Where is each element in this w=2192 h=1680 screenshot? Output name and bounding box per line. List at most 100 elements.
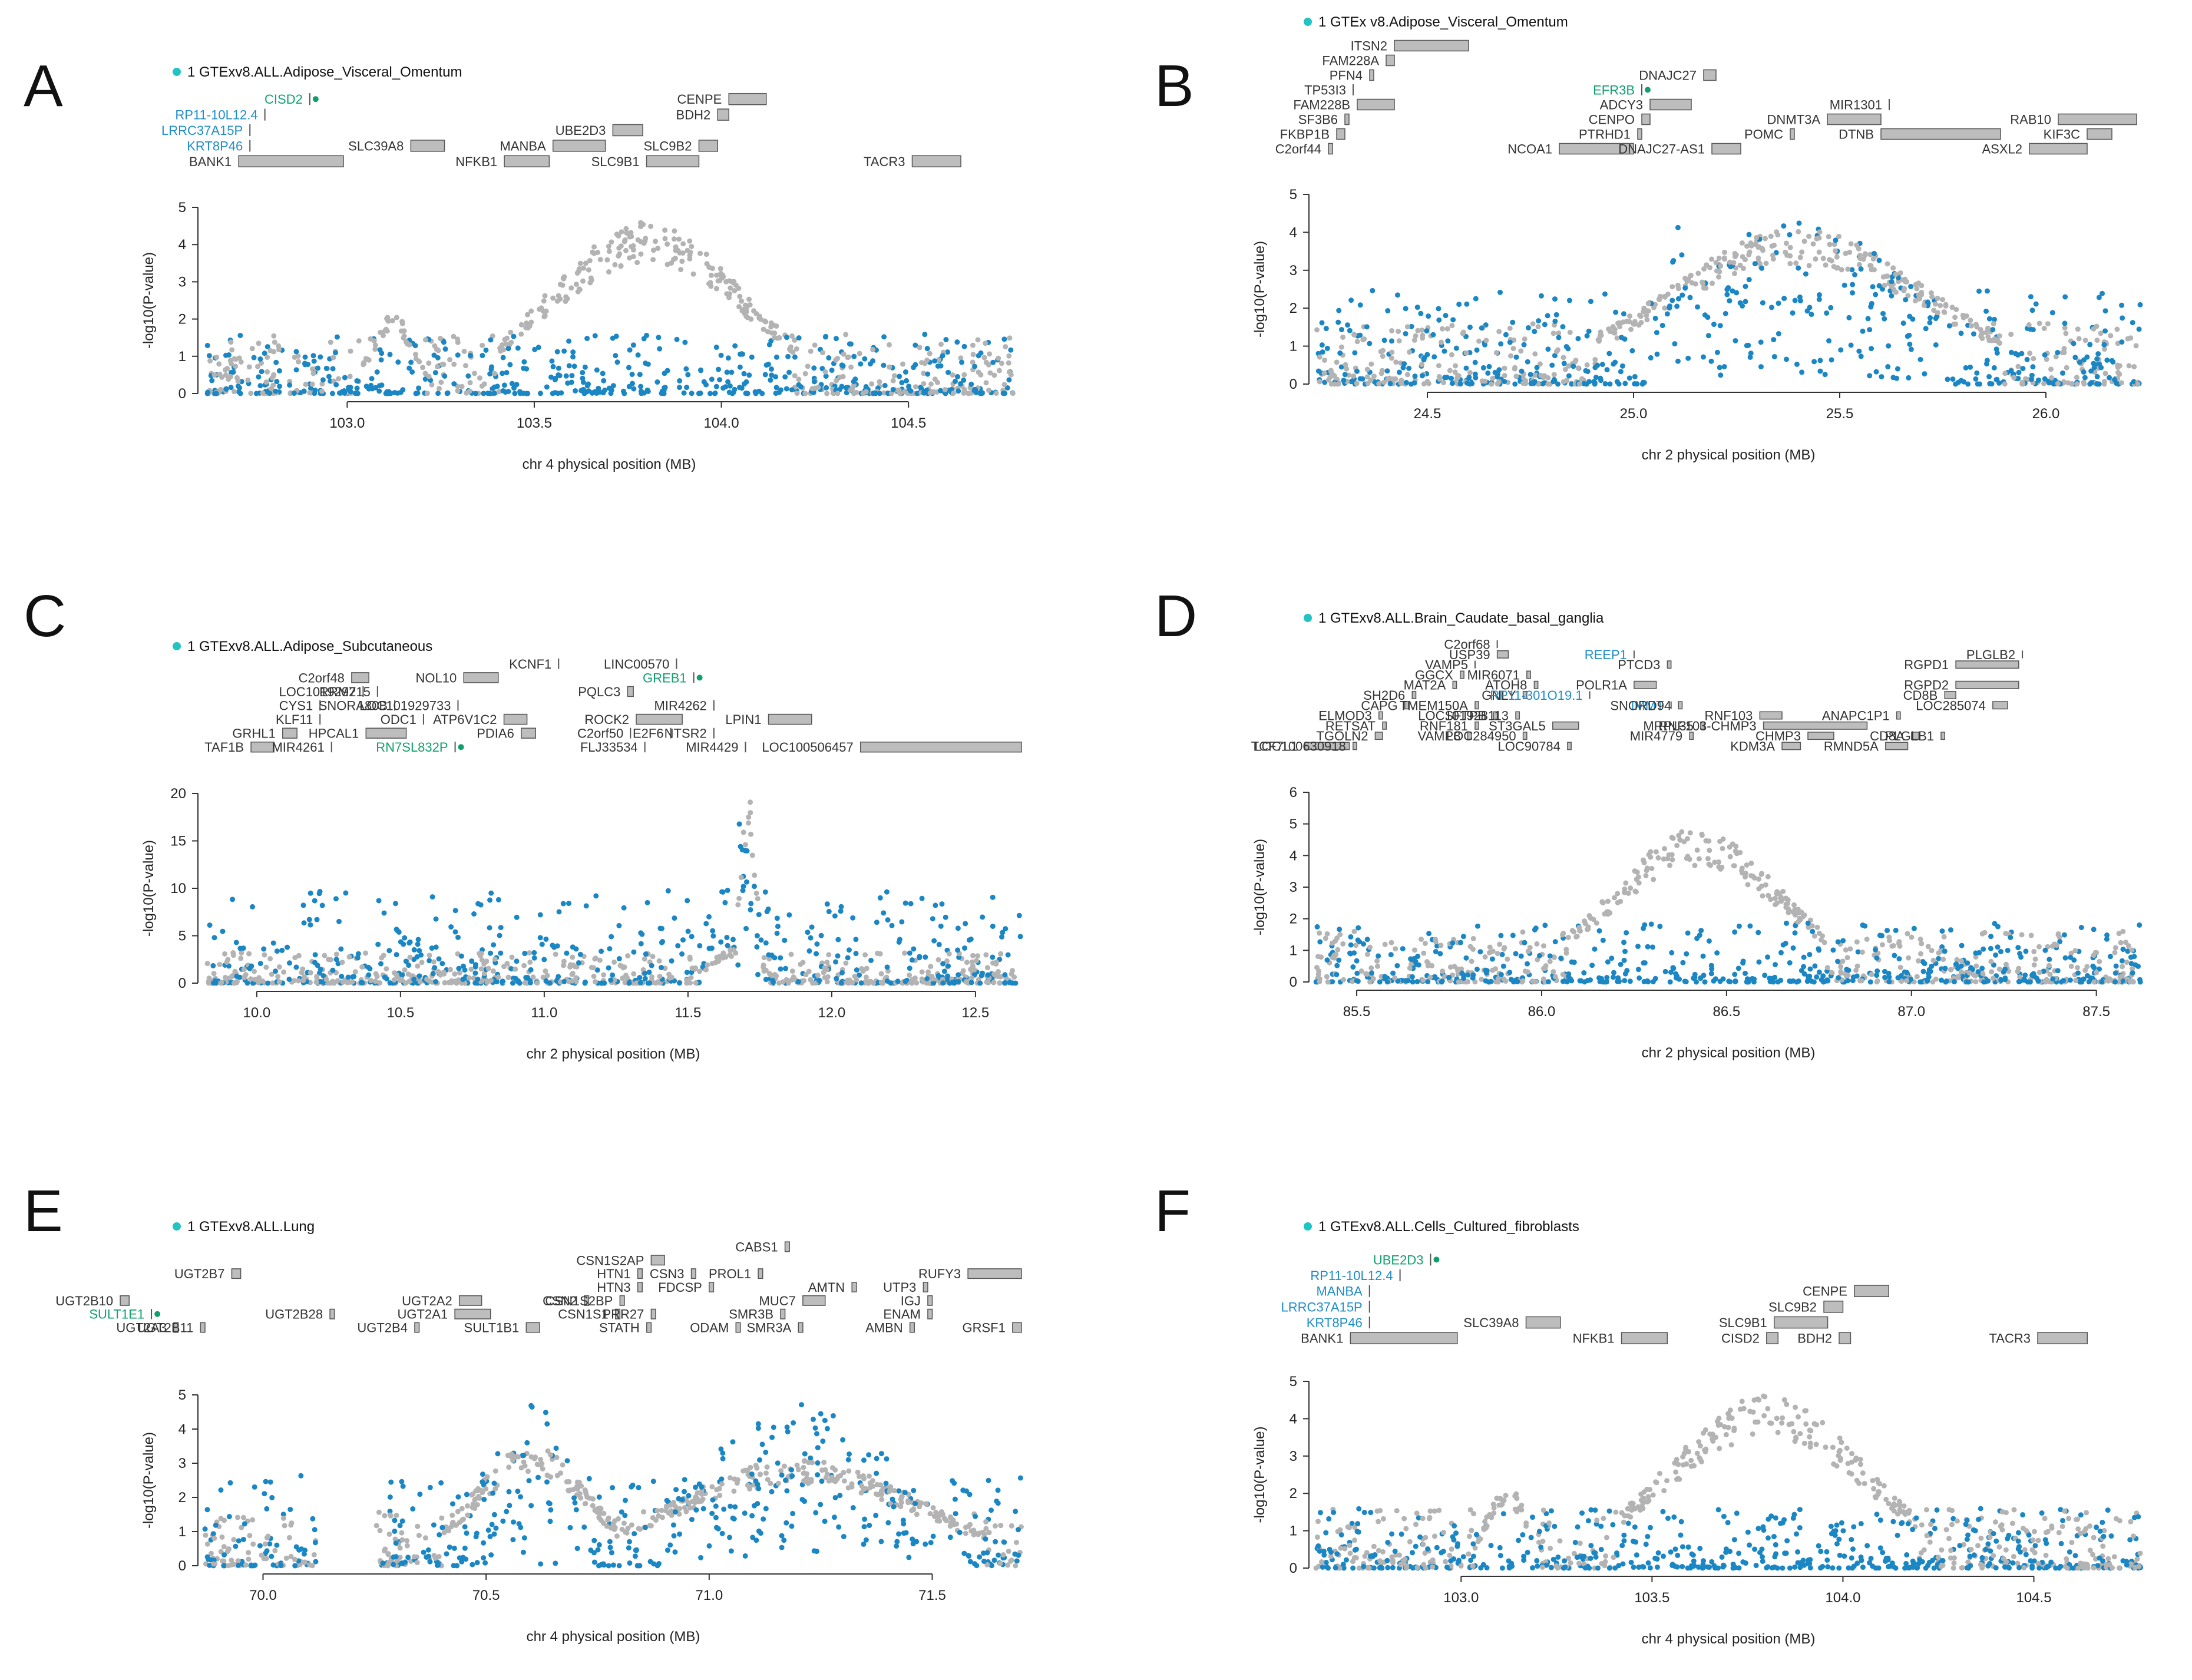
point-grey: [1598, 332, 1604, 338]
point-grey: [1503, 978, 1509, 984]
gene-nfkb1: NFKB1: [455, 154, 550, 169]
point-blue: [954, 374, 960, 380]
gene-label: SNORD94: [1610, 698, 1671, 713]
point-blue: [819, 1479, 825, 1484]
point-blue: [644, 387, 650, 393]
legend-dot: [1304, 18, 1312, 26]
point-blue: [613, 333, 619, 339]
point-grey: [1661, 856, 1667, 862]
point-blue: [1948, 927, 1953, 933]
point-blue: [1396, 369, 1402, 375]
point-grey: [267, 956, 273, 962]
point-blue: [1624, 930, 1629, 935]
point-grey: [422, 337, 428, 343]
point-grey: [680, 241, 686, 247]
point-blue: [1958, 330, 1964, 336]
point-blue: [756, 912, 762, 918]
gene-vamp5: VAMP5: [1425, 657, 1476, 672]
point-blue: [1903, 297, 1909, 303]
point-blue: [395, 390, 401, 396]
point-blue: [956, 388, 961, 394]
point-blue: [606, 965, 611, 971]
point-grey: [912, 384, 918, 390]
gene-mir4261: MIR4261: [272, 740, 332, 755]
point-grey: [617, 251, 623, 257]
point-blue: [1811, 359, 1817, 365]
point-blue: [1953, 961, 1959, 967]
point-blue: [2024, 356, 2030, 362]
y-axis-title: -log10(P-value): [141, 840, 157, 937]
point-blue: [1561, 361, 1567, 366]
gene-box: [1634, 680, 1657, 689]
point-grey: [821, 1460, 827, 1466]
point-grey: [241, 967, 247, 973]
gene-label: UBE2D3: [556, 123, 606, 138]
point-blue: [2078, 925, 2084, 931]
point-blue: [387, 352, 393, 358]
point-grey: [462, 363, 468, 369]
y-tick-label: 5: [178, 928, 186, 944]
point-blue: [1575, 336, 1581, 342]
point-blue: [338, 946, 344, 952]
point-blue: [1464, 380, 1470, 386]
point-grey: [523, 325, 529, 330]
point-grey: [420, 365, 426, 371]
gene-utp3: UTP3: [883, 1280, 928, 1295]
point-blue: [1709, 966, 1715, 972]
point-grey: [1935, 295, 1940, 301]
point-grey: [1505, 956, 1510, 962]
point-blue: [1701, 354, 1707, 360]
point-blue: [488, 337, 494, 343]
point-blue: [302, 354, 308, 360]
point-grey: [1469, 958, 1474, 964]
point-grey: [715, 958, 721, 964]
point-grey: [2053, 354, 2059, 360]
gene-box: [1467, 732, 1472, 740]
point-blue: [884, 889, 890, 895]
point-grey: [2020, 381, 2026, 387]
point-blue: [2028, 294, 2034, 300]
gene-mir4429: MIR4429: [686, 740, 746, 755]
y-tick-label: 4: [1290, 224, 1297, 240]
point-blue: [881, 334, 887, 340]
point-blue: [1927, 315, 1933, 321]
point-blue: [853, 937, 859, 942]
point-blue: [285, 944, 290, 950]
gene-box: [1955, 680, 2019, 689]
point-grey: [654, 1507, 660, 1513]
point-blue: [1611, 970, 1617, 975]
gene-stath: STATH: [599, 1321, 652, 1335]
point-grey: [1006, 369, 1012, 375]
gene-htn3: HTN3: [597, 1280, 643, 1295]
point-blue: [1714, 349, 1720, 355]
gene-c2orf44: C2orf44: [1275, 142, 1333, 157]
point-grey: [211, 372, 217, 378]
point-grey: [587, 280, 593, 286]
point-blue: [897, 373, 902, 379]
x-tick-label: 103.0: [329, 415, 365, 431]
point-blue: [726, 389, 732, 395]
point-grey: [1775, 232, 1781, 238]
point-grey: [1716, 859, 1722, 865]
point-grey: [924, 358, 930, 363]
point-grey: [1949, 305, 1955, 310]
point-blue: [230, 897, 236, 902]
point-blue: [1675, 296, 1681, 302]
point-blue: [1993, 377, 1999, 383]
point-blue: [2091, 365, 2097, 371]
point-grey: [1009, 1523, 1014, 1529]
point-blue: [1807, 966, 1813, 972]
point-grey: [1438, 339, 1444, 345]
gene-label: FKBP1B: [1280, 127, 1330, 142]
point-grey: [566, 978, 572, 984]
point-blue: [481, 1540, 487, 1546]
point-grey: [2031, 948, 2037, 954]
gene-box: [1567, 742, 1572, 750]
point-grey: [881, 390, 887, 396]
point-blue: [305, 362, 311, 368]
point-blue: [2096, 295, 2102, 300]
point-blue: [1513, 354, 1519, 360]
point-grey: [2135, 381, 2141, 387]
point-blue: [952, 1496, 958, 1502]
gene-ptcd3: PTCD3: [1618, 657, 1672, 672]
